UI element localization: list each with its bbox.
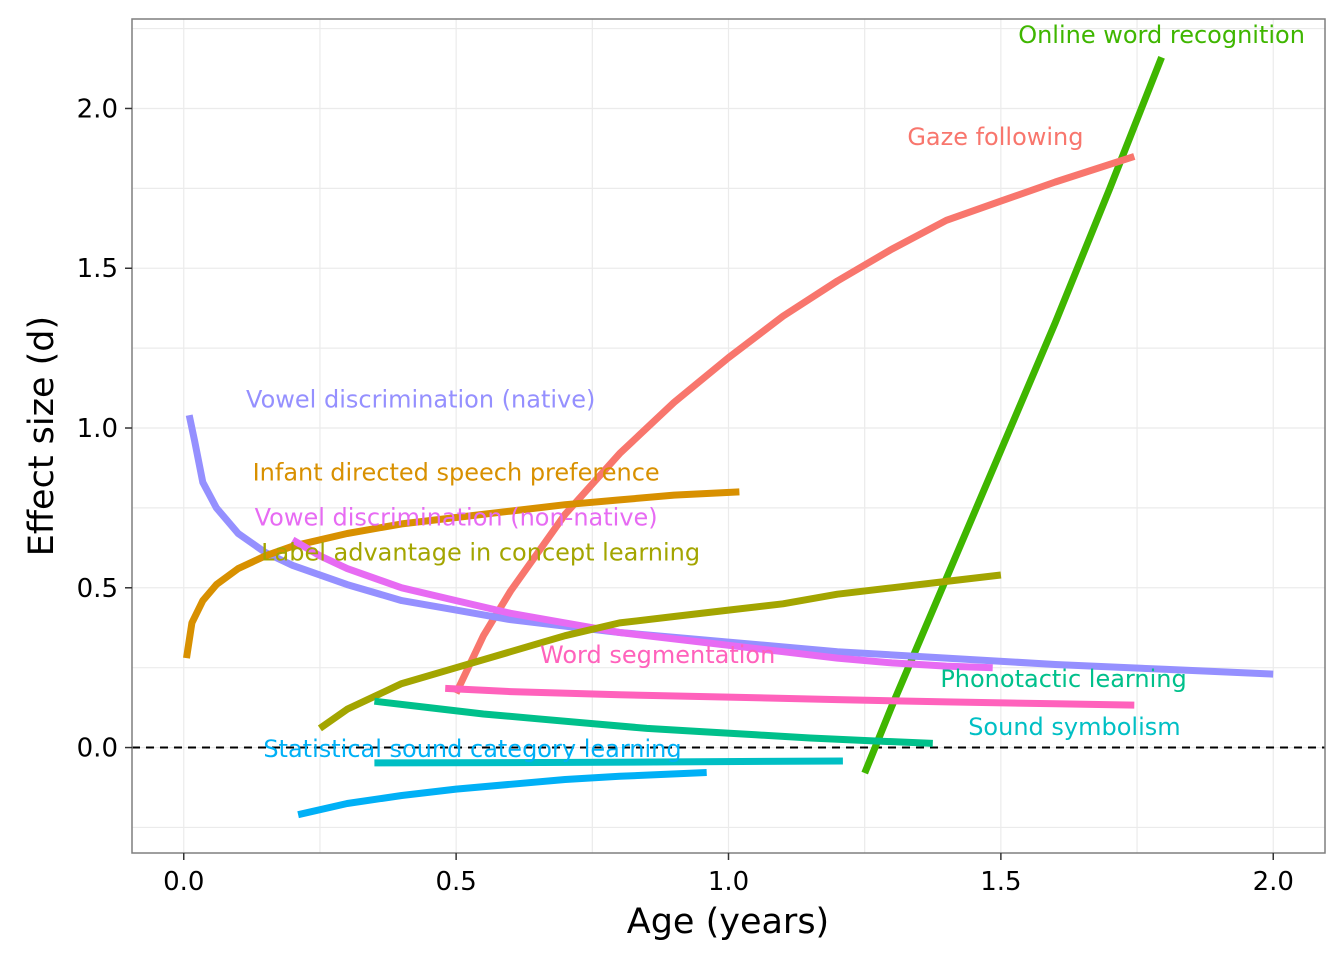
series-line-infant-directed-speech-preference — [183, 488, 740, 659]
series-label-phonotactic-learning: Phonotactic learning — [940, 665, 1186, 693]
x-tick-label: 0.5 — [435, 867, 476, 897]
series-label-online-word-recognition: Online word recognition — [1018, 21, 1305, 49]
y-tick-label: 2.0 — [77, 94, 118, 124]
x-tick-label: 0.0 — [163, 867, 204, 897]
series-line-word-segmentation — [445, 684, 1135, 709]
series-label-gaze-following: Gaze following — [907, 123, 1083, 151]
series-line-phonotactic-learning — [373, 697, 933, 747]
y-tick-label: 1.5 — [77, 254, 118, 284]
series-label-word-segmentation: Word segmentation — [540, 641, 775, 669]
series-labels: Online word recognition Gaze following Vow… — [246, 21, 1305, 763]
series-line-online-word-recognition — [861, 56, 1165, 775]
series-line-sound-symbolism — [374, 757, 843, 767]
axis-ticks: 0.0 0.5 1.0 1.5 2.0 0.0 0.5 1.0 1.5 2.0 — [77, 94, 1294, 897]
series-label-infant-directed-speech-preference: Infant directed speech preference — [253, 459, 660, 487]
series-line-vowel-discrimination-native — [185, 414, 1274, 678]
series-label-vowel-discrimination-non-native: Vowel discrimination (non-native) — [255, 503, 658, 531]
series-label-statistical-sound-category-learning: Statistical sound category learning — [263, 735, 681, 763]
x-tick-label: 1.0 — [708, 867, 749, 897]
x-tick-label: 1.5 — [980, 867, 1021, 897]
y-axis-title: Effect size (d) — [22, 316, 62, 556]
series-label-vowel-discrimination-native: Vowel discrimination (native) — [246, 385, 595, 413]
y-tick-label: 1.0 — [77, 414, 118, 444]
x-tick-label: 2.0 — [1253, 867, 1294, 897]
y-tick-label: 0.5 — [77, 574, 118, 604]
series-line-vowel-discrimination-non-native — [290, 536, 993, 672]
series-lines — [183, 56, 1274, 819]
series-line-gaze-following — [452, 153, 1136, 695]
series-label-label-advantage-in-concept-learning: Label advantage in concept learning — [261, 539, 700, 567]
x-axis-title: Age (years) — [627, 902, 829, 942]
y-tick-label: 0.0 — [77, 734, 118, 764]
series-label-sound-symbolism: Sound symbolism — [968, 713, 1180, 741]
series-line-statistical-sound-category-learning — [297, 769, 707, 819]
series-line-label-advantage-in-concept-learning — [317, 571, 1002, 732]
